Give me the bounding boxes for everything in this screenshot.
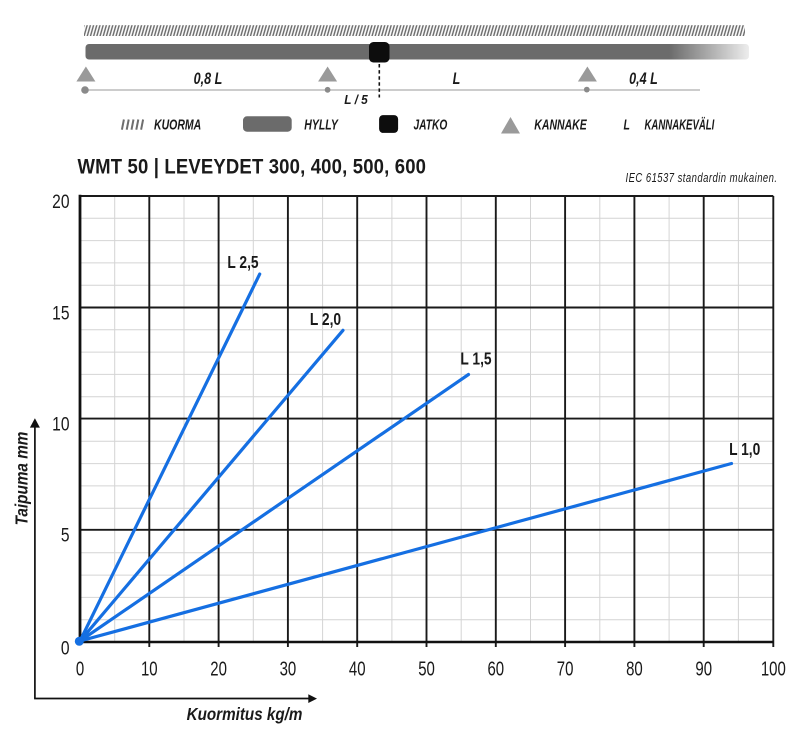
svg-text:IEC 61537 standardin mukainen.: IEC 61537 standardin mukainen. (626, 172, 778, 186)
svg-text:20: 20 (52, 190, 70, 212)
svg-text:50: 50 (418, 657, 435, 680)
svg-text:0: 0 (76, 657, 84, 680)
svg-text:Taipuma mm: Taipuma mm (13, 432, 32, 526)
svg-text:0,4 L: 0,4 L (629, 69, 658, 88)
svg-text:40: 40 (349, 657, 366, 680)
svg-text:KANNAKE: KANNAKE (534, 116, 587, 133)
svg-text:80: 80 (626, 657, 643, 680)
svg-text:L 2,5: L 2,5 (227, 254, 258, 273)
svg-text:90: 90 (695, 657, 712, 680)
svg-text:KANNAKEVÄLI: KANNAKEVÄLI (645, 115, 715, 133)
svg-text:60: 60 (487, 657, 504, 680)
svg-text:30: 30 (280, 657, 297, 680)
svg-text:100: 100 (761, 657, 786, 680)
svg-text:L / 5: L / 5 (344, 93, 368, 107)
svg-text:JATKO: JATKO (414, 115, 448, 133)
svg-text:L: L (453, 69, 461, 88)
svg-text:KUORMA: KUORMA (154, 116, 201, 133)
svg-text:70: 70 (557, 657, 574, 680)
svg-text:Kuormitus kg/m: Kuormitus kg/m (187, 705, 303, 724)
svg-text:15: 15 (52, 302, 70, 324)
svg-text:5: 5 (61, 524, 70, 546)
svg-text:L: L (624, 116, 630, 133)
svg-text:20: 20 (210, 657, 227, 680)
svg-text:HYLLY: HYLLY (304, 116, 339, 133)
svg-text:L 2,0: L 2,0 (310, 311, 341, 330)
svg-text:L 1,0: L 1,0 (729, 441, 760, 460)
svg-text:L 1,5: L 1,5 (460, 350, 491, 369)
svg-text:0,8 L: 0,8 L (194, 69, 223, 88)
svg-text:0: 0 (61, 637, 70, 659)
svg-text:WMT 50 | LEVEYDET 300, 400, 50: WMT 50 | LEVEYDET 300, 400, 500, 600 (78, 155, 427, 179)
svg-text:10: 10 (141, 657, 158, 680)
svg-text:10: 10 (52, 413, 70, 435)
